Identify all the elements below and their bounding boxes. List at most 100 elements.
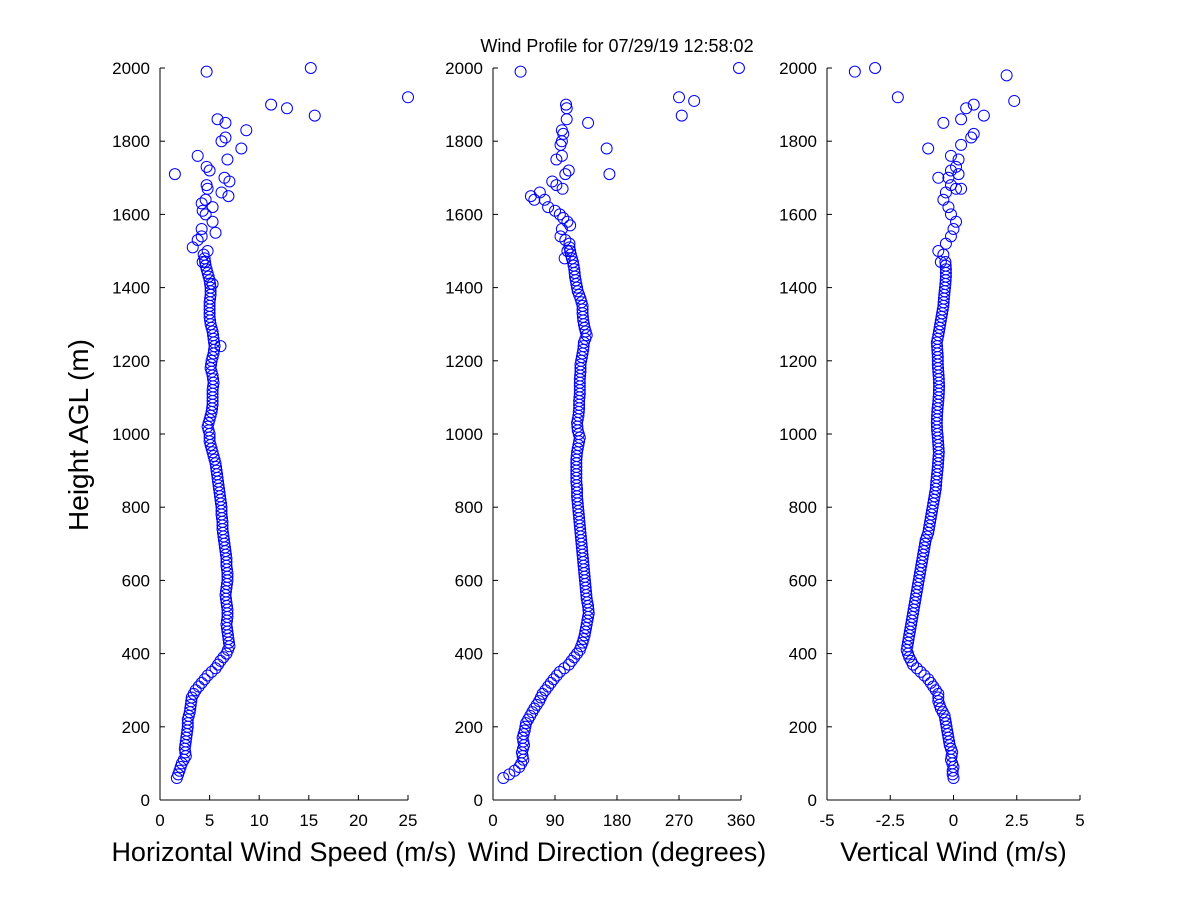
y-tick-label: 1400 [445,279,483,298]
y-tick-label: 400 [455,645,483,664]
y-tick-label: 1200 [779,352,817,371]
y-tick-label: 2000 [112,59,150,78]
y-tick-label: 800 [789,498,817,517]
data-point [538,193,551,206]
data-point [564,219,577,232]
x-tick-label: 10 [250,811,269,830]
data-point [1000,69,1013,82]
x-tick-label: 15 [299,811,318,830]
y-tick-label: 400 [122,645,150,664]
data-point [211,113,224,126]
data-point [205,358,218,371]
data-point [944,208,957,221]
data-point [550,669,563,682]
x-tick-label: 25 [399,811,418,830]
y-tick-label: 1200 [112,352,150,371]
figure-title: Wind Profile for 07/29/19 12:58:02 [480,36,753,56]
data-point [196,204,209,217]
data-point [280,102,293,115]
y-tick-label: 0 [808,791,817,810]
x-axis-label: Wind Direction (degrees) [468,837,767,867]
x-tick-label: -2.5 [876,811,905,830]
data-point [561,245,574,257]
y-tick-label: 600 [789,571,817,590]
data-point [240,124,253,137]
data-point [205,665,218,678]
y-tick-label: 2000 [779,59,817,78]
data-point [582,116,595,129]
y-axis-label: Height AGL (m) [63,339,94,531]
data-point [214,654,227,667]
data-point [560,98,573,111]
data-point [514,65,527,78]
x-tick-label: 0 [488,811,497,830]
data-point [924,676,937,689]
y-tick-label: 0 [141,791,150,810]
data-point [199,255,212,268]
data-point [198,673,211,686]
data-point [967,127,980,140]
data-point [939,255,952,268]
y-tick-label: 1600 [112,205,150,224]
data-point [199,208,212,221]
data-point [567,259,580,272]
data-point [563,237,576,250]
x-tick-label: 20 [349,811,368,830]
data-point [199,193,212,206]
data-point [215,186,228,199]
x-tick-label: 270 [665,811,693,830]
data-point [210,460,223,473]
y-tick-label: 1400 [779,279,817,298]
data-point [918,541,931,554]
data-point [518,724,531,737]
data-point [191,149,204,162]
data-point [201,245,214,257]
y-tick-label: 1000 [112,425,150,444]
data-point [675,109,688,122]
data-point [869,62,882,74]
data-point [553,665,566,678]
data-point [207,329,220,342]
y-tick-label: 1200 [445,352,483,371]
data-point [221,153,234,166]
x-tick-label: 5 [205,811,214,830]
y-tick-label: 0 [474,791,483,810]
data-point [919,537,932,550]
data-point [955,138,968,151]
y-tick-label: 800 [122,498,150,517]
y-tick-label: 1800 [112,132,150,151]
data-point [508,764,521,777]
y-tick-label: 1800 [445,132,483,151]
data-point [556,182,569,195]
data-point [950,160,963,173]
data-point [918,669,931,682]
data-point [186,241,199,254]
data-point [304,62,317,74]
data-point [555,124,568,137]
data-point [189,684,202,697]
data-point [546,175,559,188]
data-point [550,179,563,192]
data-point [914,665,927,678]
data-point [932,695,945,708]
subplot-3: 0 200 400 600 800 1000 1200 1400 1600 1800 2000 -5 -… [779,59,1085,867]
data-point [555,223,568,236]
data-point [215,135,228,148]
data-point [1008,94,1021,107]
data-point [497,772,510,785]
data-point [519,720,532,733]
data-point [206,277,219,290]
y-tick-label: 2000 [445,59,483,78]
data-point [967,98,980,111]
data-point [235,142,248,155]
data-point [196,255,209,268]
y-tick-label: 200 [122,718,150,737]
data-point [222,190,235,203]
data-point [219,116,232,129]
x-tick-label: 360 [727,811,755,830]
data-point [217,651,230,664]
data-point [308,109,321,122]
